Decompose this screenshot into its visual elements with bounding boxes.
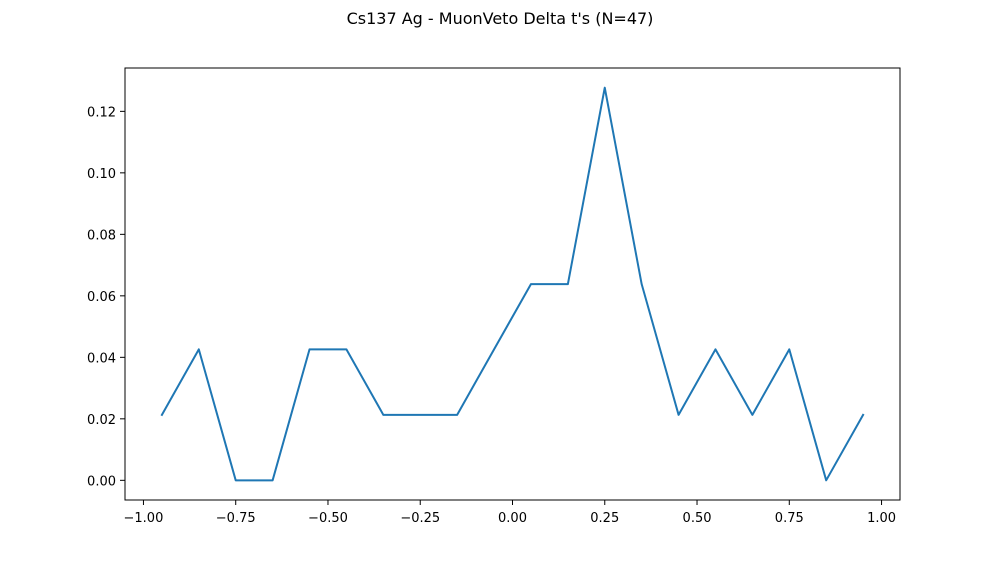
y-tick-label: 0.06 bbox=[87, 290, 116, 305]
x-tick-label: −0.75 bbox=[216, 511, 256, 526]
x-tick-label: 0.25 bbox=[590, 511, 619, 526]
x-tick-label: 0.00 bbox=[498, 511, 527, 526]
y-tick-label: 0.12 bbox=[87, 105, 116, 120]
y-tick-label: 0.02 bbox=[87, 413, 116, 428]
x-tick-label: −0.50 bbox=[308, 511, 348, 526]
x-tick-label: −0.25 bbox=[400, 511, 440, 526]
plot-frame bbox=[124, 67, 901, 501]
y-tick-label: 0.00 bbox=[87, 474, 116, 489]
x-tick-label: 0.50 bbox=[683, 511, 712, 526]
chart-title: Cs137 Ag - MuonVeto Delta t's (N=47) bbox=[347, 9, 654, 28]
x-tick-label: 1.00 bbox=[867, 511, 896, 526]
y-tick-label: 0.10 bbox=[87, 167, 116, 182]
series-line-0 bbox=[160, 86, 865, 482]
y-tick-label: 0.04 bbox=[87, 351, 116, 366]
y-tick-label: 0.08 bbox=[87, 228, 116, 243]
x-tick-label: 0.75 bbox=[775, 511, 804, 526]
plot-area: −1.00 −0.75 −0.50 −0.25 0.00 0.25 0.50 0.75 1.00… bbox=[87, 67, 901, 526]
x-tick-label: −1.00 bbox=[124, 511, 164, 526]
